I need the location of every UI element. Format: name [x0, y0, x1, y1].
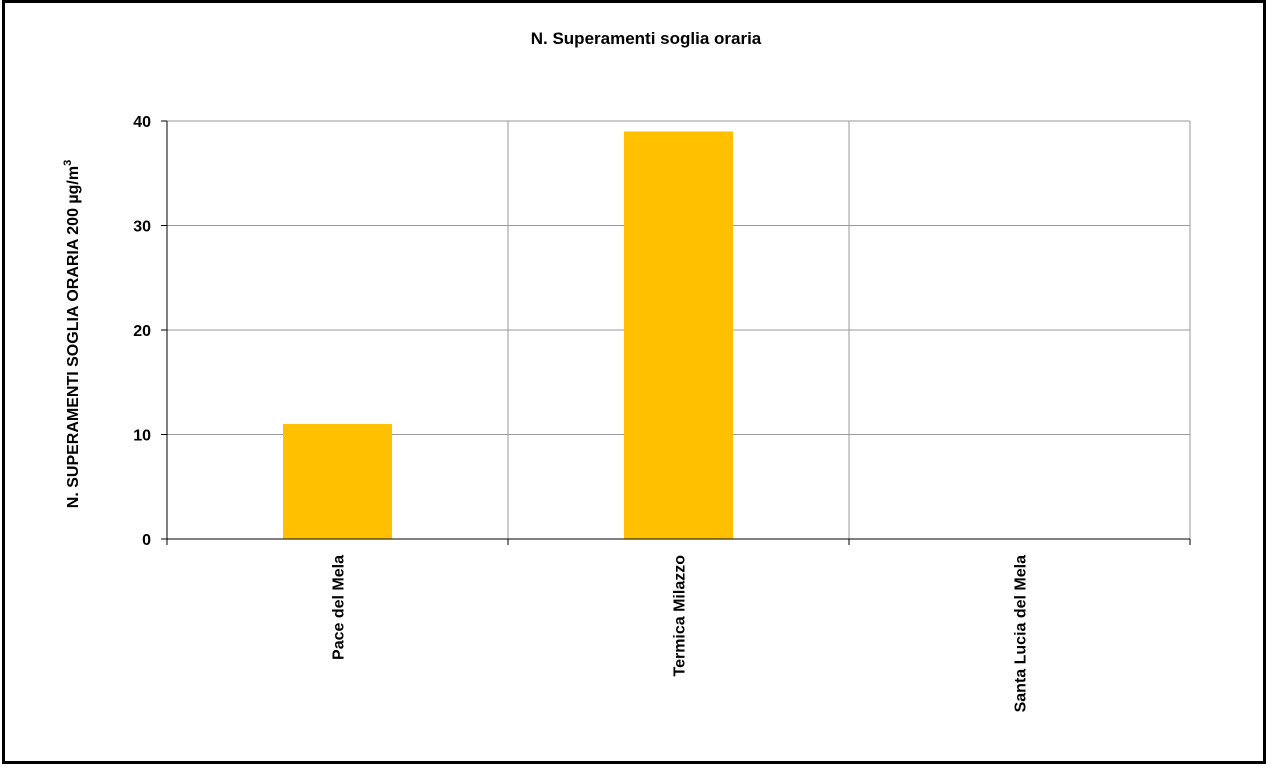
- y-tick-label: 30: [133, 219, 151, 236]
- y-tick-label: 40: [133, 114, 151, 131]
- x-tick-label: Pace del Mela: [331, 555, 348, 660]
- x-tick-label: Santa Lucia del Mela: [1013, 555, 1030, 712]
- y-axis-title-superscript: 3: [62, 160, 74, 166]
- y-tick-label: 20: [133, 323, 151, 340]
- x-tick-label: Termica Milazzo: [672, 555, 689, 677]
- y-tick-label: 10: [133, 428, 151, 445]
- y-tick-labels: 0 10 20 30 40: [133, 114, 151, 549]
- bar-pace-del-mela: [282, 424, 393, 539]
- chart-title: N. Superamenti soglia oraria: [531, 29, 762, 48]
- bars: [282, 131, 734, 539]
- y-axis-title: N. SUPERAMENTI SOGLIA ORARIA 200 µg/m3: [62, 160, 82, 508]
- axes: [161, 120, 1191, 545]
- x-tick-labels: Pace del Mela Termica Milazzo Santa Lucia …: [331, 555, 1030, 713]
- bar-termica-milazzo: [623, 131, 734, 539]
- y-axis-title-text: N. SUPERAMENTI SOGLIA ORARIA 200 µg/m: [65, 166, 82, 508]
- y-tick-label: 0: [142, 532, 151, 549]
